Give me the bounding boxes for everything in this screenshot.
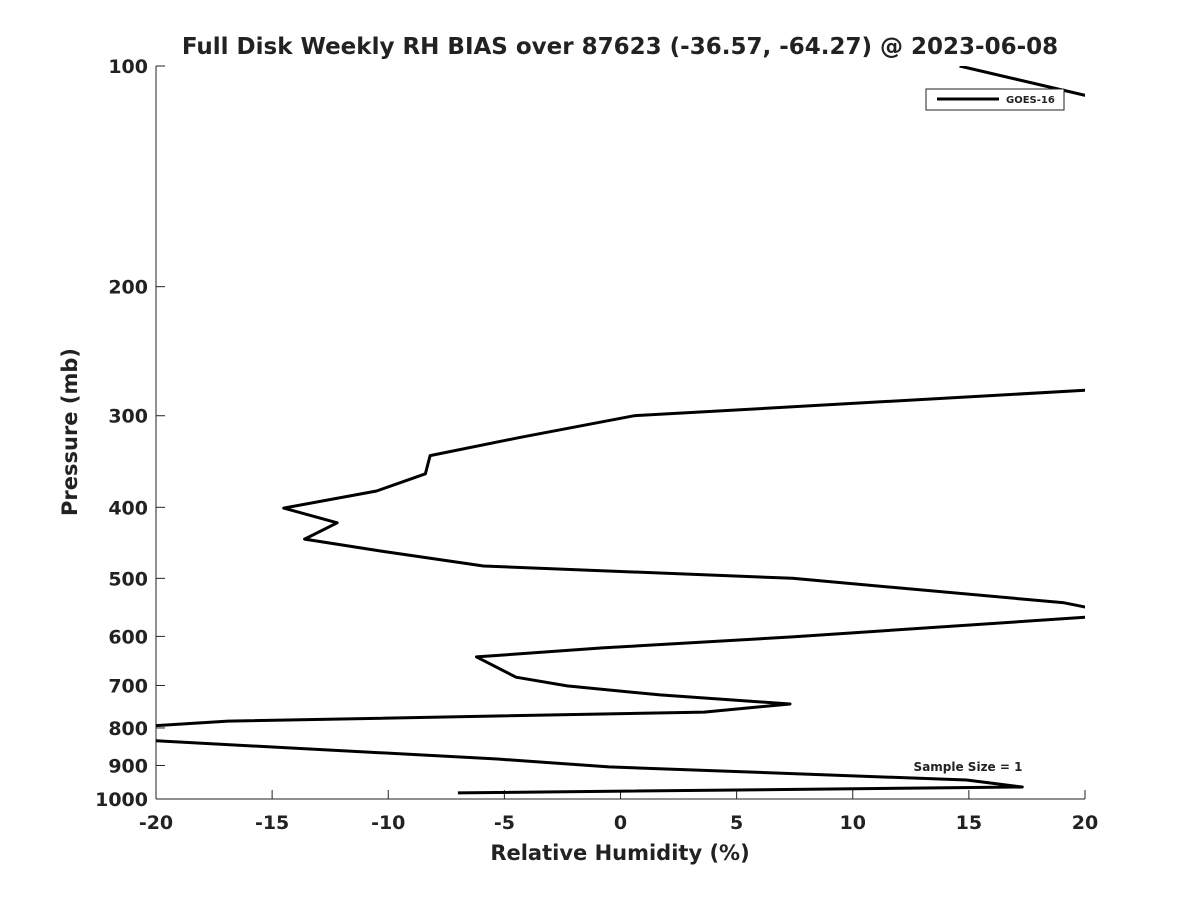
legend: GOES-16 (925, 88, 1065, 111)
y-tick-label: 500 (108, 568, 148, 590)
x-tick-label: 15 (956, 812, 982, 834)
y-tick-label: 1000 (95, 789, 148, 811)
chart-title: Full Disk Weekly RH BIAS over 87623 (-36… (182, 34, 1058, 60)
x-tick-label: 0 (614, 812, 627, 834)
x-tick-label: 5 (730, 812, 743, 834)
y-tick-label: 600 (108, 626, 148, 648)
y-tick-label: 800 (108, 718, 148, 740)
series-line-goes-16 (156, 66, 1085, 795)
x-tick-label: 10 (840, 812, 866, 834)
y-tick-label: 200 (108, 277, 148, 299)
legend-label: GOES-16 (1006, 95, 1055, 106)
y-tick-label: 900 (108, 755, 148, 777)
sample-size-annotation: Sample Size = 1 (914, 760, 1023, 774)
x-axis-label: Relative Humidity (%) (490, 841, 749, 865)
x-tick-label: -5 (494, 812, 515, 834)
y-tick-label: 100 (108, 56, 148, 78)
x-tick-label: -10 (371, 812, 405, 834)
y-tick-label: 400 (108, 497, 148, 519)
y-tick-label: 700 (108, 675, 148, 697)
x-tick-label: 20 (1072, 812, 1098, 834)
x-tick-label: -20 (139, 812, 173, 834)
y-axis-label: Pressure (mb) (58, 348, 82, 516)
x-tick-label: -15 (255, 812, 289, 834)
y-tick-label: 300 (108, 406, 148, 428)
